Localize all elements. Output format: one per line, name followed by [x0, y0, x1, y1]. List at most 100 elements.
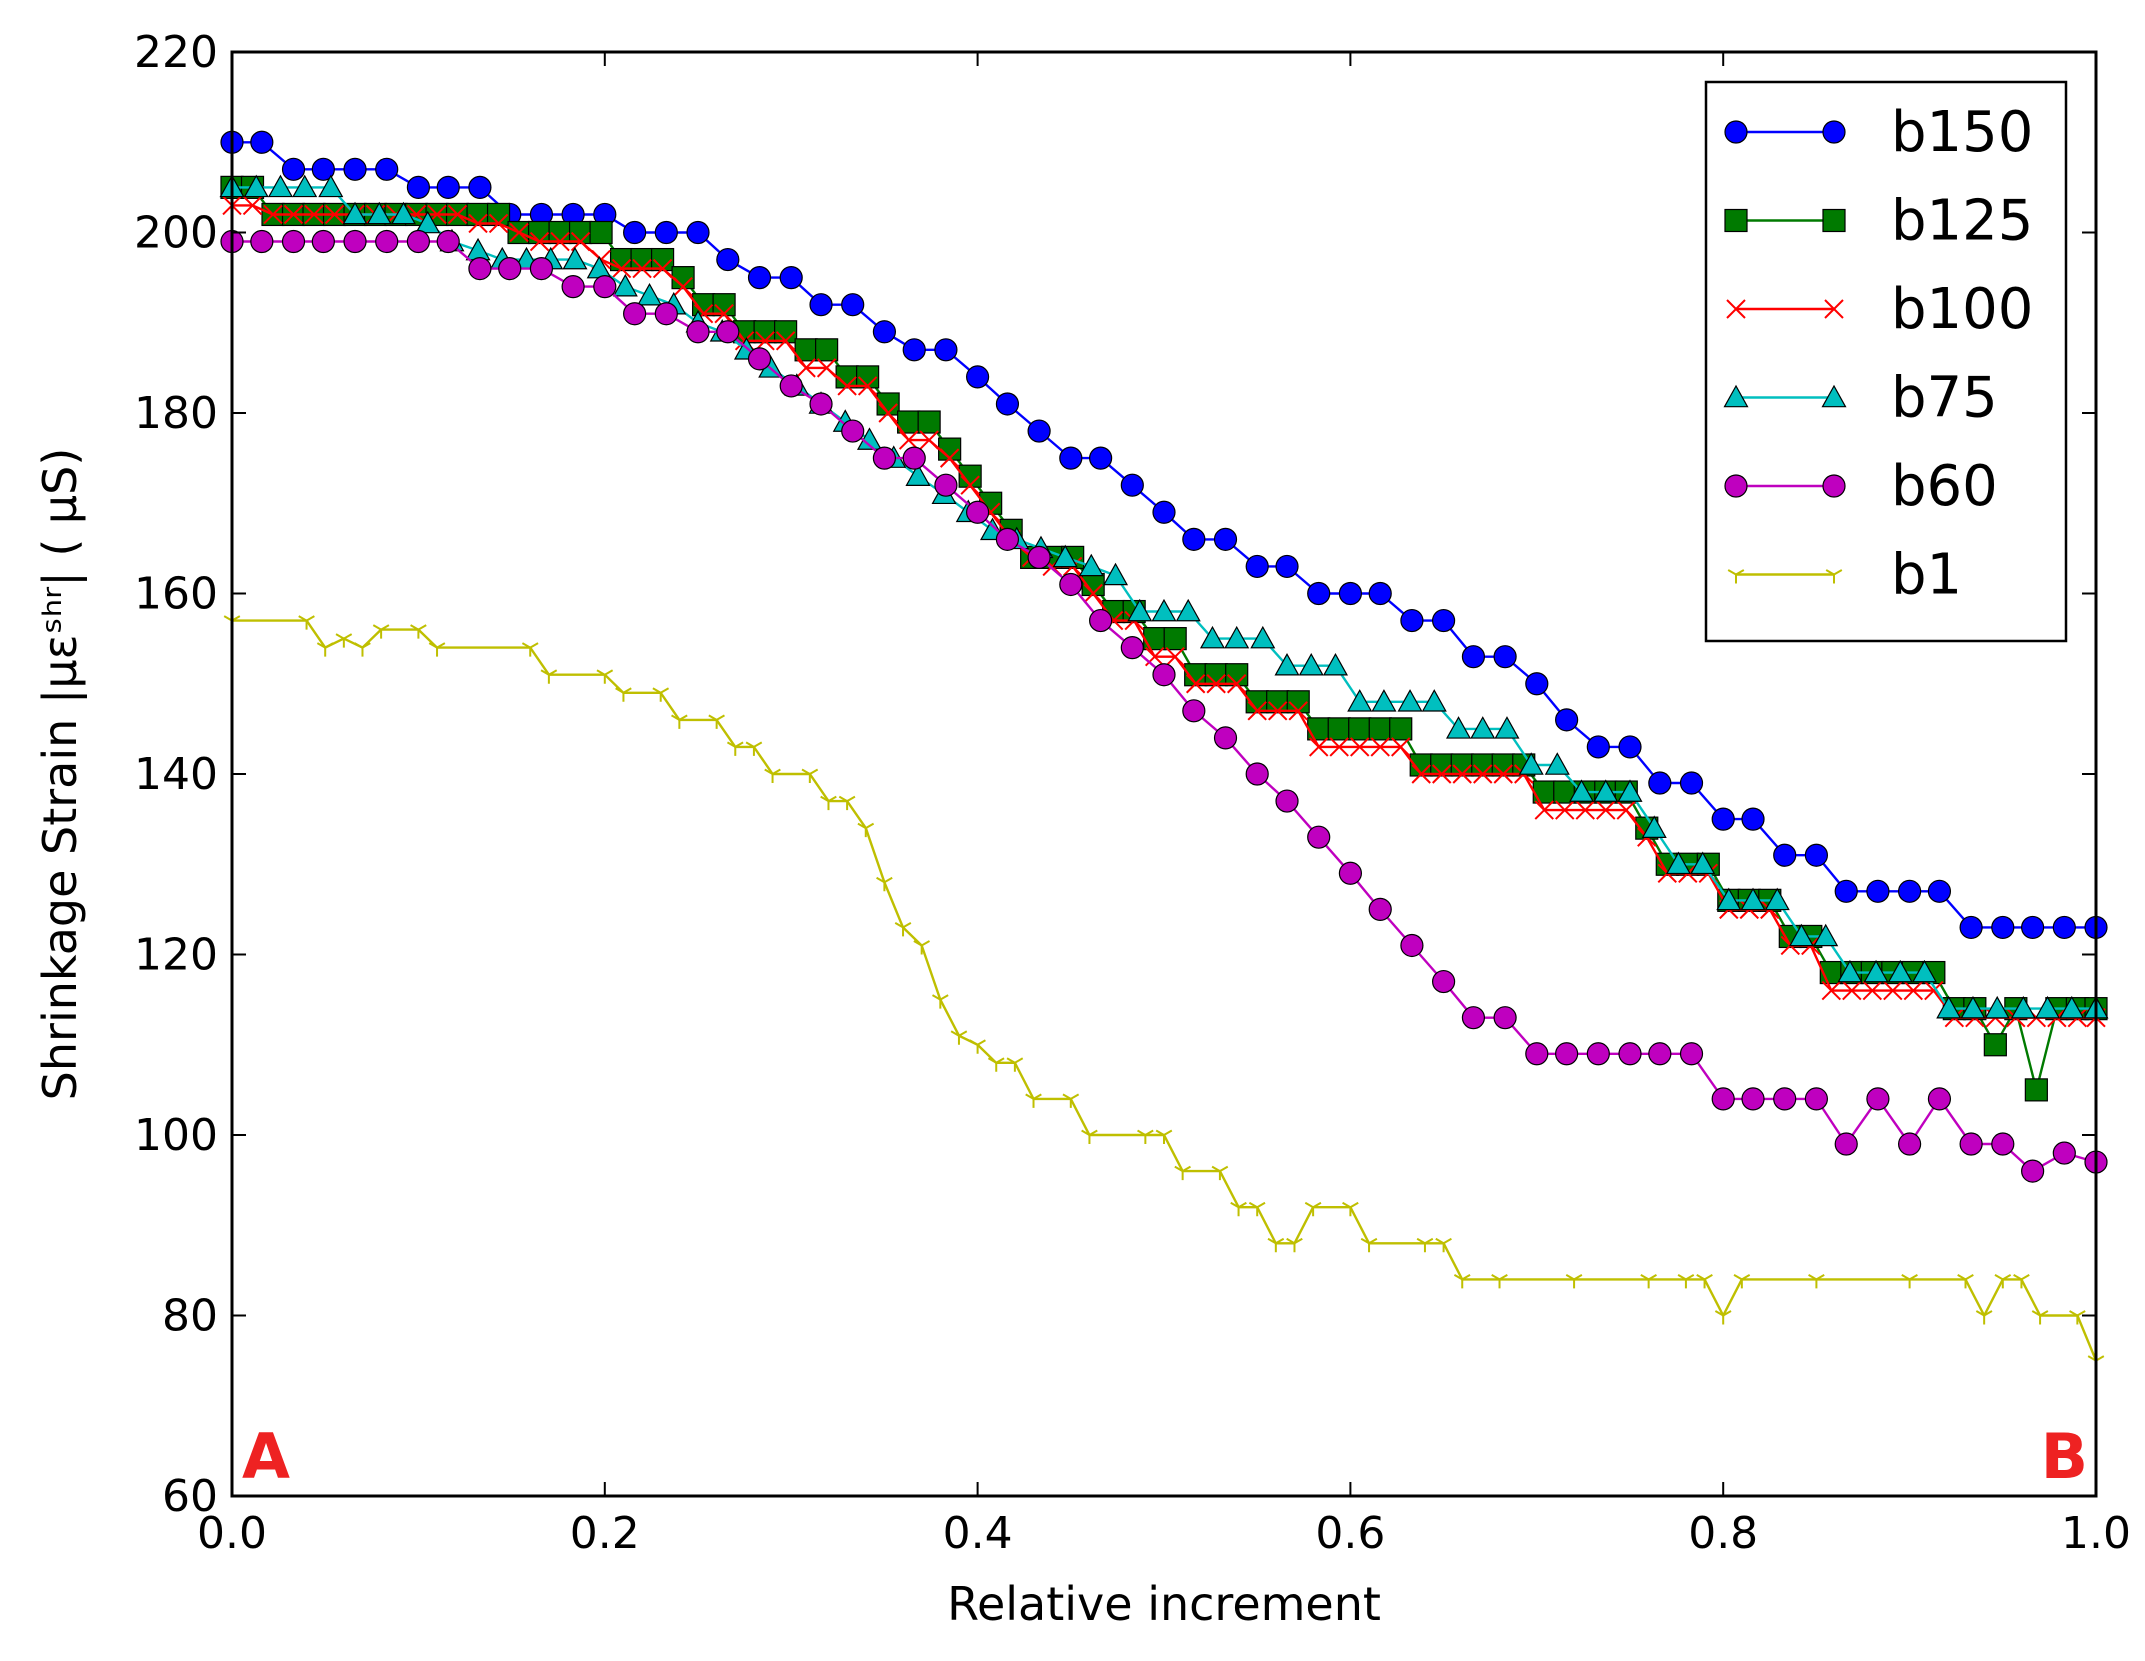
data-point: [281, 157, 306, 181]
x-axis-title: Relative increment: [947, 1577, 1381, 1631]
data-point: [1175, 598, 1201, 622]
data-point: [995, 527, 1020, 551]
data-point: [816, 358, 837, 378]
data-point: [1211, 1165, 1229, 1181]
y-tick-label: 80: [162, 1291, 218, 1342]
data-point: [905, 463, 931, 486]
data-point: [1322, 652, 1349, 676]
data-point: [809, 392, 833, 416]
data-point: [1368, 717, 1392, 741]
data-point: [1473, 764, 1493, 784]
x-tick-label: 0.2: [570, 1508, 640, 1559]
data-point: [1960, 995, 1986, 1019]
data-point: [872, 446, 897, 470]
data-point: [390, 201, 417, 225]
data-point: [857, 376, 878, 396]
data-point: [801, 768, 819, 783]
data-point: [1275, 789, 1299, 813]
data-point: [1288, 701, 1308, 721]
data-point: [969, 1039, 986, 1054]
data-point: [468, 175, 492, 199]
data-point: [415, 210, 441, 234]
data-point: [1185, 674, 1206, 694]
legend-item-b100: b100: [1726, 277, 2033, 342]
data-point: [615, 687, 632, 702]
data-point: [1348, 717, 1372, 741]
data-point: [654, 302, 678, 326]
data-point: [1534, 800, 1554, 820]
data-point: [292, 174, 318, 198]
data-point: [1866, 879, 1890, 903]
data-point: [939, 448, 960, 468]
data-point: [764, 768, 781, 783]
data-point: [1764, 887, 1790, 911]
data-point: [1470, 716, 1496, 739]
data-point: [1368, 581, 1392, 606]
data-point: [1711, 1087, 1735, 1111]
data-point: [1151, 598, 1177, 622]
data-point: [1347, 689, 1373, 712]
legend-item-b150: b150: [1724, 100, 2033, 165]
data-point: [283, 204, 304, 225]
data-point: [686, 320, 710, 344]
data-point: [1727, 569, 1745, 584]
data-point: [1155, 1129, 1173, 1144]
data-point: [529, 257, 554, 281]
data-point: [1400, 608, 1424, 633]
data-point: [1461, 645, 1486, 669]
data-point: [561, 275, 585, 299]
data-point: [342, 201, 368, 225]
data-point: [1640, 1274, 1657, 1289]
data-point: [1059, 572, 1083, 597]
data-point: [1245, 554, 1269, 579]
data-point: [318, 174, 344, 198]
data-point: [1897, 1132, 1922, 1156]
annotation-a: A: [242, 1420, 290, 1493]
data-point: [716, 247, 740, 272]
data-point: [1641, 815, 1667, 838]
data-point: [1137, 1129, 1154, 1144]
data-point: [1143, 627, 1167, 651]
data-point: [1120, 636, 1144, 660]
data-point: [1432, 764, 1452, 784]
data-point: [1741, 807, 1765, 831]
data-point: [1127, 598, 1153, 622]
data-point: [1370, 737, 1390, 757]
data-point: [1825, 569, 1843, 584]
data-point: [1544, 752, 1570, 775]
data-point: [1696, 1274, 1713, 1289]
data-point: [1741, 1087, 1765, 1111]
series-line-b100: [232, 204, 2096, 1019]
data-point: [726, 741, 744, 756]
data-point: [779, 266, 803, 290]
data-point: [1724, 120, 1748, 144]
data-point: [1452, 764, 1472, 784]
data-point: [1397, 689, 1423, 712]
data-point: [1822, 120, 1846, 144]
data-point: [1690, 851, 1716, 875]
tick-layer: 0.0 0.2 0.4 0.6 0.8 1.0 60 80 100 120 140 160 180 200…: [134, 27, 2131, 1559]
data-point: [894, 922, 912, 937]
data-point: [652, 258, 673, 279]
data-point: [2021, 915, 2045, 940]
data-point: [809, 293, 833, 317]
data-point: [1307, 825, 1331, 849]
data-point: [913, 940, 931, 955]
data-point: [589, 220, 613, 245]
data-point: [1821, 980, 1842, 1001]
data-point: [1182, 527, 1206, 551]
data-point: [436, 175, 460, 199]
data-point: [960, 475, 980, 495]
data-point: [1586, 1042, 1610, 1066]
data-point: [1360, 1237, 1378, 1253]
data-point: [1822, 208, 1846, 233]
data-point: [550, 231, 570, 252]
data-point: [1975, 1310, 1993, 1325]
legend-label: b60: [1891, 454, 1998, 519]
data-point: [1400, 933, 1424, 958]
data-point: [1648, 771, 1672, 795]
data-point: [1411, 764, 1431, 784]
data-point: [623, 302, 647, 326]
data-point: [410, 624, 427, 639]
x-tick-label: 0.0: [197, 1508, 267, 1559]
